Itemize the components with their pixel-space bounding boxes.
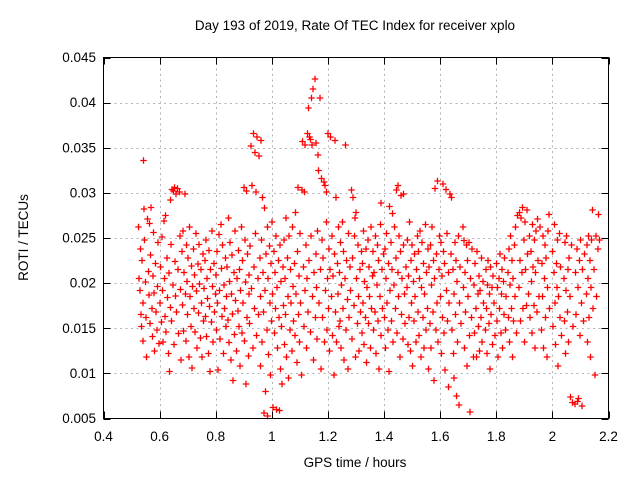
grid-lines bbox=[103, 57, 609, 419]
y-tick-label: 0.005 bbox=[62, 411, 96, 426]
x-tick-label: 2.2 bbox=[599, 429, 618, 444]
x-tick-label: 1.8 bbox=[487, 429, 506, 444]
x-tick-label: 1.6 bbox=[431, 429, 450, 444]
x-tick-label: 0.4 bbox=[94, 429, 113, 444]
y-tick-label: 0.03 bbox=[70, 185, 96, 200]
y-tick-label: 0.04 bbox=[70, 95, 97, 110]
y-tick-label: 0.045 bbox=[62, 50, 96, 65]
x-tick-label: 1 bbox=[268, 429, 276, 444]
x-axis-title: GPS time / hours bbox=[304, 455, 407, 470]
y-tick-label: 0.035 bbox=[62, 140, 96, 155]
y-axis-title: ROTI / TECUs bbox=[16, 194, 31, 281]
y-tick-label: 0.025 bbox=[62, 231, 96, 246]
x-tick-label: 2 bbox=[549, 429, 557, 444]
x-tick-label: 0.6 bbox=[150, 429, 169, 444]
y-tick-label: 0.02 bbox=[70, 276, 96, 291]
x-tick-label: 0.8 bbox=[206, 429, 225, 444]
tick-marks bbox=[103, 57, 610, 420]
x-tick-label: 1.4 bbox=[375, 429, 394, 444]
plot-border bbox=[103, 57, 609, 419]
y-axis-tick-labels: 0.005 0.01 0.015 0.02 0.025 0.03 0.035 0.04 0.04… bbox=[62, 50, 96, 426]
x-tick-label: 1.2 bbox=[319, 429, 338, 444]
y-tick-label: 0.01 bbox=[70, 366, 96, 381]
chart-title: Day 193 of 2019, Rate Of TEC Index for r… bbox=[195, 18, 515, 33]
x-axis-tick-labels: 0.4 0.6 0.8 1 1.2 1.4 1.6 1.8 2 2.2 bbox=[94, 429, 618, 444]
scatter-plus-markers bbox=[135, 75, 603, 420]
y-tick-label: 0.015 bbox=[62, 321, 96, 336]
data-point-markers bbox=[135, 75, 603, 420]
